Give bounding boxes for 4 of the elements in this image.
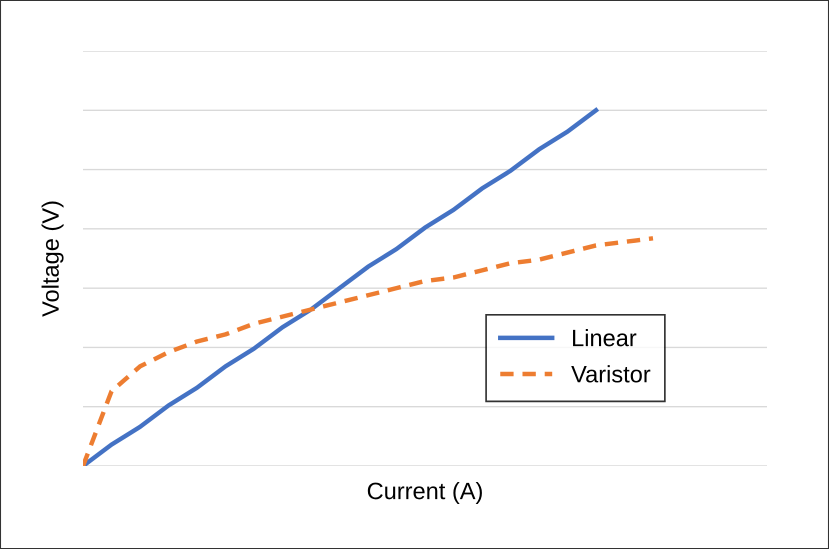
legend-label: Varistor (571, 365, 650, 383)
legend-label: Linear (573, 329, 636, 346)
y-axis-title: Voltage (V) (42, 202, 64, 317)
x-axis-title: Current (A) (368, 482, 482, 504)
